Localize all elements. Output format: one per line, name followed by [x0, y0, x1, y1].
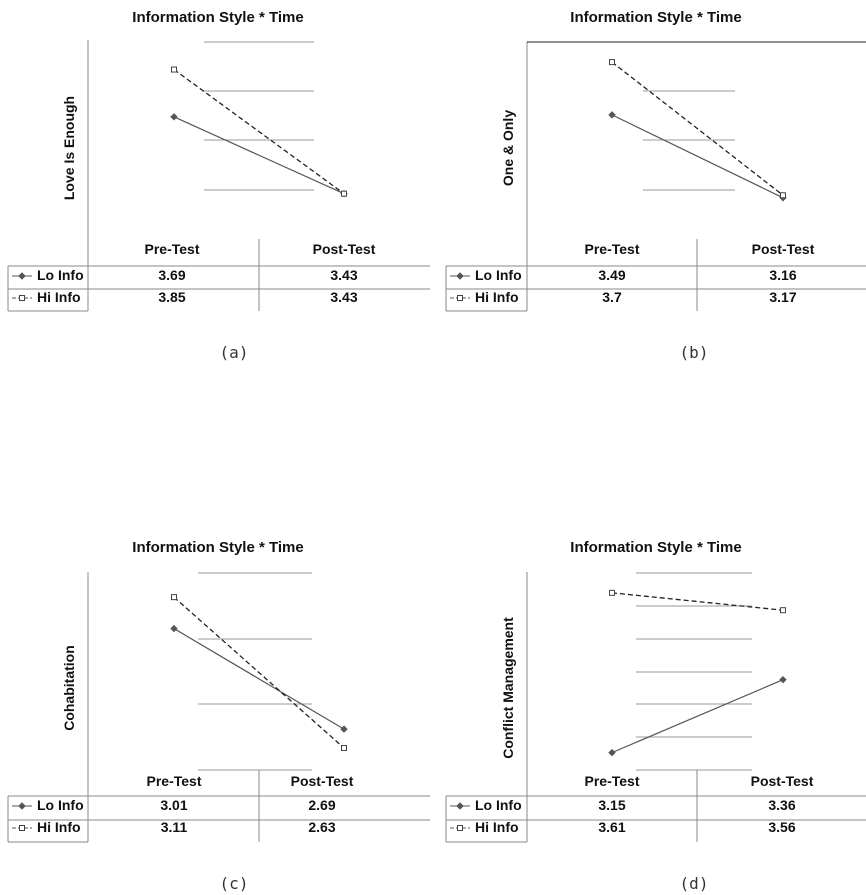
legend-marker-hi-info: [457, 825, 463, 831]
row-label-lo-info: Lo Info: [37, 267, 84, 283]
row-label-hi-info: Hi Info: [475, 289, 519, 305]
y-axis-label: Cohabitation: [61, 645, 77, 731]
series-line-hi-info: [611, 592, 784, 611]
chart-panel-b: Information Style * Time One & Only Pre-Te…: [445, 9, 866, 362]
series-line-lo-info: [173, 116, 345, 195]
legend-marker-lo-info: [18, 802, 26, 810]
chart-title: Information Style * Time: [132, 9, 303, 26]
legend-marker-lo-info: [456, 802, 464, 810]
chart-panel-d: Information Style * Time Conflict Managem…: [445, 539, 866, 893]
row-label-hi-info: Hi Info: [37, 819, 81, 835]
table-cell-pre: 3.01: [160, 797, 187, 813]
point-hi-info-pre: [609, 589, 615, 596]
series-line-hi-info: [173, 596, 345, 749]
chart-title: Information Style * Time: [570, 9, 741, 26]
point-lo-info-pre: [170, 113, 178, 121]
table-cell-pre: 3.15: [598, 797, 625, 813]
point-hi-info-post: [341, 745, 347, 751]
legend-marker-lo-info: [456, 272, 464, 280]
chart-title: Information Style * Time: [570, 539, 741, 556]
chart-title: Information Style * Time: [132, 539, 303, 556]
table-cell-post: 3.36: [768, 797, 795, 813]
series-line-lo-info: [611, 679, 784, 754]
y-axis-label: Love Is Enough: [61, 96, 77, 200]
row-label-lo-info: Lo Info: [475, 267, 522, 283]
panel-caption: (d): [680, 874, 709, 893]
table-header-post-test: Post-Test: [291, 773, 354, 789]
point-lo-info-post: [779, 675, 787, 684]
table-cell-pre: 3.61: [598, 819, 625, 835]
table-cell-post: 3.16: [769, 267, 796, 283]
table-header-pre-test: Pre-Test: [145, 241, 200, 257]
row-label-hi-info: Hi Info: [475, 819, 519, 835]
point-lo-info-pre: [608, 748, 616, 757]
legend-marker-lo-info: [18, 272, 26, 280]
table-header-post-test: Post-Test: [313, 241, 376, 257]
point-lo-info-pre: [170, 624, 178, 633]
chart-panel-c: Information Style * Time Cohabitation Pre-…: [7, 539, 430, 893]
panel-caption: (a): [220, 343, 249, 362]
table-header-post-test: Post-Test: [751, 773, 814, 789]
panel-caption: (c): [220, 874, 249, 893]
point-hi-info-pre: [609, 59, 615, 66]
legend-marker-hi-info: [457, 295, 463, 301]
series-line-lo-info: [611, 114, 784, 199]
series-line-hi-info: [611, 61, 784, 196]
point-lo-info-post: [340, 725, 348, 733]
table-cell-post: 3.56: [768, 819, 795, 835]
table-cell-post: 2.63: [308, 819, 335, 835]
table-cell-post: 2.69: [308, 797, 335, 813]
legend-marker-hi-info: [19, 825, 25, 831]
series-line-hi-info: [173, 69, 345, 195]
table-header-pre-test: Pre-Test: [585, 773, 640, 789]
table-cell-post: 3.43: [330, 267, 357, 283]
series-line-lo-info: [173, 628, 345, 730]
panel-caption: (b): [680, 343, 709, 362]
legend-marker-hi-info: [19, 295, 25, 301]
point-hi-info-pre: [171, 66, 177, 73]
table-cell-pre: 3.49: [598, 267, 625, 283]
point-lo-info-pre: [608, 111, 616, 119]
table-cell-pre: 3.11: [161, 819, 188, 835]
table-header-pre-test: Pre-Test: [147, 773, 202, 789]
point-hi-info-post: [780, 607, 786, 614]
table-cell-post: 3.17: [769, 289, 796, 305]
table-cell-post: 3.43: [330, 289, 357, 305]
point-hi-info-post: [780, 192, 786, 199]
row-label-hi-info: Hi Info: [37, 289, 81, 305]
table-header-post-test: Post-Test: [752, 241, 815, 257]
row-label-lo-info: Lo Info: [37, 797, 84, 813]
point-hi-info-post: [341, 190, 347, 197]
y-axis-label: Conflict Management: [500, 617, 516, 759]
point-hi-info-pre: [171, 594, 177, 601]
table-cell-pre: 3.69: [158, 267, 185, 283]
chart-panel-a: Information Style * Time Love Is Enough Pr…: [7, 9, 430, 362]
table-cell-pre: 3.7: [602, 289, 622, 305]
table-header-pre-test: Pre-Test: [585, 241, 640, 257]
row-label-lo-info: Lo Info: [475, 797, 522, 813]
y-axis-label: One & Only: [500, 110, 516, 186]
table-cell-pre: 3.85: [158, 289, 185, 305]
